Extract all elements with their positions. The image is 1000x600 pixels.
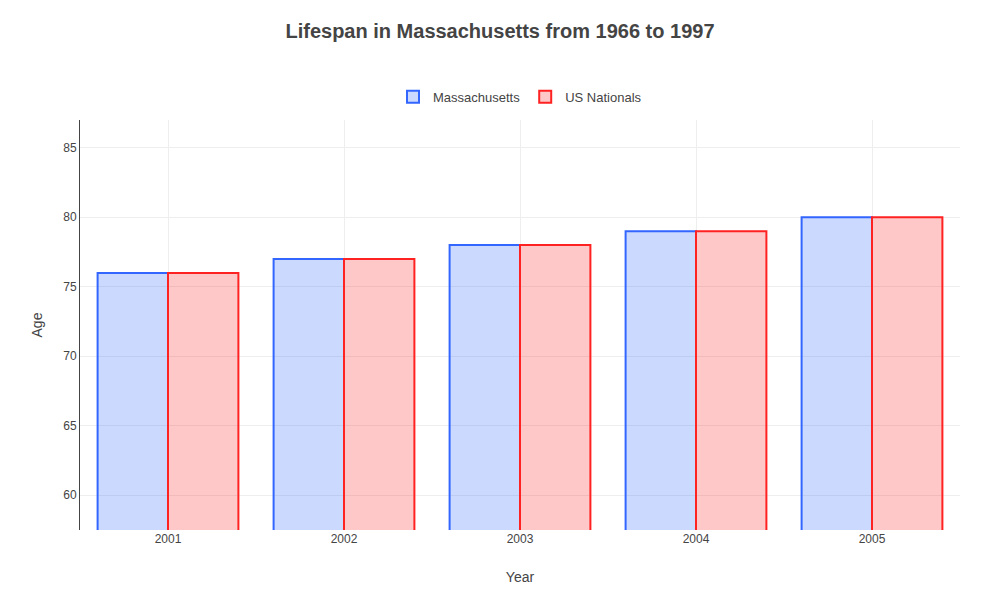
svg-text:Year: Year: [506, 569, 535, 585]
svg-text:70: 70: [63, 349, 77, 363]
svg-text:2001: 2001: [155, 532, 182, 546]
svg-text:2005: 2005: [859, 532, 886, 546]
svg-text:65: 65: [63, 419, 77, 433]
svg-text:60: 60: [63, 488, 77, 502]
svg-text:Lifespan in Massachusetts from: Lifespan in Massachusetts from 1966 to 1…: [285, 20, 714, 42]
svg-text:2002: 2002: [331, 532, 358, 546]
svg-text:75: 75: [63, 280, 77, 294]
svg-text:85: 85: [63, 141, 77, 155]
svg-text:2003: 2003: [507, 532, 534, 546]
svg-text:80: 80: [63, 210, 77, 224]
svg-text:2004: 2004: [683, 532, 710, 546]
svg-text:Age: Age: [29, 312, 45, 337]
svg-text:Massachusetts: Massachusetts: [433, 90, 520, 105]
svg-text:US Nationals: US Nationals: [565, 90, 641, 105]
